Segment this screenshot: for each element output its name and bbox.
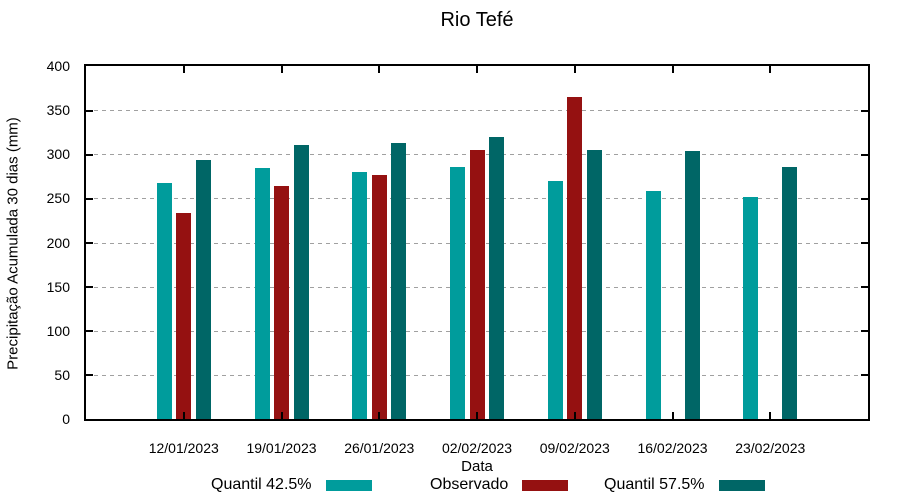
legend-label: Quantil 57.5% <box>604 476 705 493</box>
bar <box>469 149 485 419</box>
x-tick-label: 02/02/2023 <box>441 440 513 456</box>
x-tick-mark <box>182 412 185 419</box>
bar <box>156 183 172 419</box>
x-tick-mark <box>769 66 772 73</box>
x-tick-mark <box>573 66 576 73</box>
x-tick-mark <box>280 412 283 419</box>
bar <box>450 166 465 419</box>
x-tick-mark <box>378 66 381 73</box>
x-tick-mark <box>671 412 674 419</box>
bar <box>391 142 407 419</box>
bar <box>586 149 602 419</box>
bar <box>352 171 368 419</box>
y-tick-mark <box>86 374 93 377</box>
bar <box>782 166 798 419</box>
x-tick-mark <box>573 412 576 419</box>
x-tick-label: 19/01/2023 <box>246 440 317 456</box>
y-tick-mark <box>861 286 868 289</box>
y-tick-mark <box>861 242 868 244</box>
y-tick-mark <box>861 153 868 156</box>
y-tick-mark <box>861 330 868 333</box>
legend-swatch <box>718 479 765 491</box>
legend-label: Observado <box>430 476 509 493</box>
bar <box>547 180 563 419</box>
legend: Quantil 42.5% Observado Quantil 57.5% <box>0 474 900 500</box>
bar <box>567 96 583 419</box>
legend-item: Quantil 42.5% <box>211 474 372 496</box>
y-tick-label: 200 <box>46 234 70 251</box>
y-tick-label: 100 <box>46 322 70 339</box>
y-tick-mark <box>86 153 93 156</box>
x-tick-mark <box>280 66 283 73</box>
legend-label: Quantil 42.5% <box>211 476 312 493</box>
bar <box>176 212 192 419</box>
y-tick-mark <box>861 374 868 377</box>
x-tick-label: 16/02/2023 <box>637 440 708 456</box>
y-tick-mark <box>861 109 868 112</box>
plot-area <box>84 64 870 421</box>
y-tick-mark <box>86 286 93 289</box>
bar <box>254 167 270 419</box>
y-tick-label: 150 <box>46 278 70 295</box>
x-tick-label: 23/02/2023 <box>735 440 806 456</box>
legend-swatch <box>522 479 569 491</box>
bar <box>293 145 309 419</box>
bar <box>274 186 289 419</box>
x-tick-mark <box>769 412 772 419</box>
x-tick-label: 09/02/2023 <box>539 440 610 456</box>
y-tick-label: 250 <box>46 190 70 207</box>
x-tick-label: 12/01/2023 <box>148 440 219 456</box>
y-tick-mark <box>861 197 868 200</box>
bar <box>684 150 700 419</box>
x-tick-label: 26/01/2023 <box>344 440 415 456</box>
y-tick-label: 300 <box>46 146 70 163</box>
y-tick-mark <box>86 330 93 333</box>
bar <box>645 191 661 419</box>
page-title: Rio Tefé <box>440 9 514 31</box>
gridline <box>86 110 868 112</box>
x-tick-mark <box>378 412 381 419</box>
y-tick-label: 350 <box>46 102 70 119</box>
legend-swatch <box>325 479 372 491</box>
x-tick-mark <box>476 412 478 419</box>
y-tick-mark <box>86 109 93 112</box>
x-tick-mark <box>182 66 185 73</box>
bar <box>489 136 504 419</box>
legend-item: Quantil 57.5% <box>604 474 765 496</box>
x-tick-mark <box>671 66 674 73</box>
y-tick-label: 50 <box>54 366 70 383</box>
y-tick-mark <box>86 242 93 244</box>
y-tick-label: 0 <box>62 411 70 427</box>
bar <box>371 174 387 419</box>
bar <box>195 160 211 419</box>
y-tick-label: 400 <box>46 58 70 74</box>
bar <box>743 196 759 419</box>
x-tick-mark <box>476 66 478 73</box>
x-axis-label: Data <box>461 458 493 475</box>
y-tick-mark <box>86 197 93 200</box>
legend-item: Observado <box>430 474 569 496</box>
